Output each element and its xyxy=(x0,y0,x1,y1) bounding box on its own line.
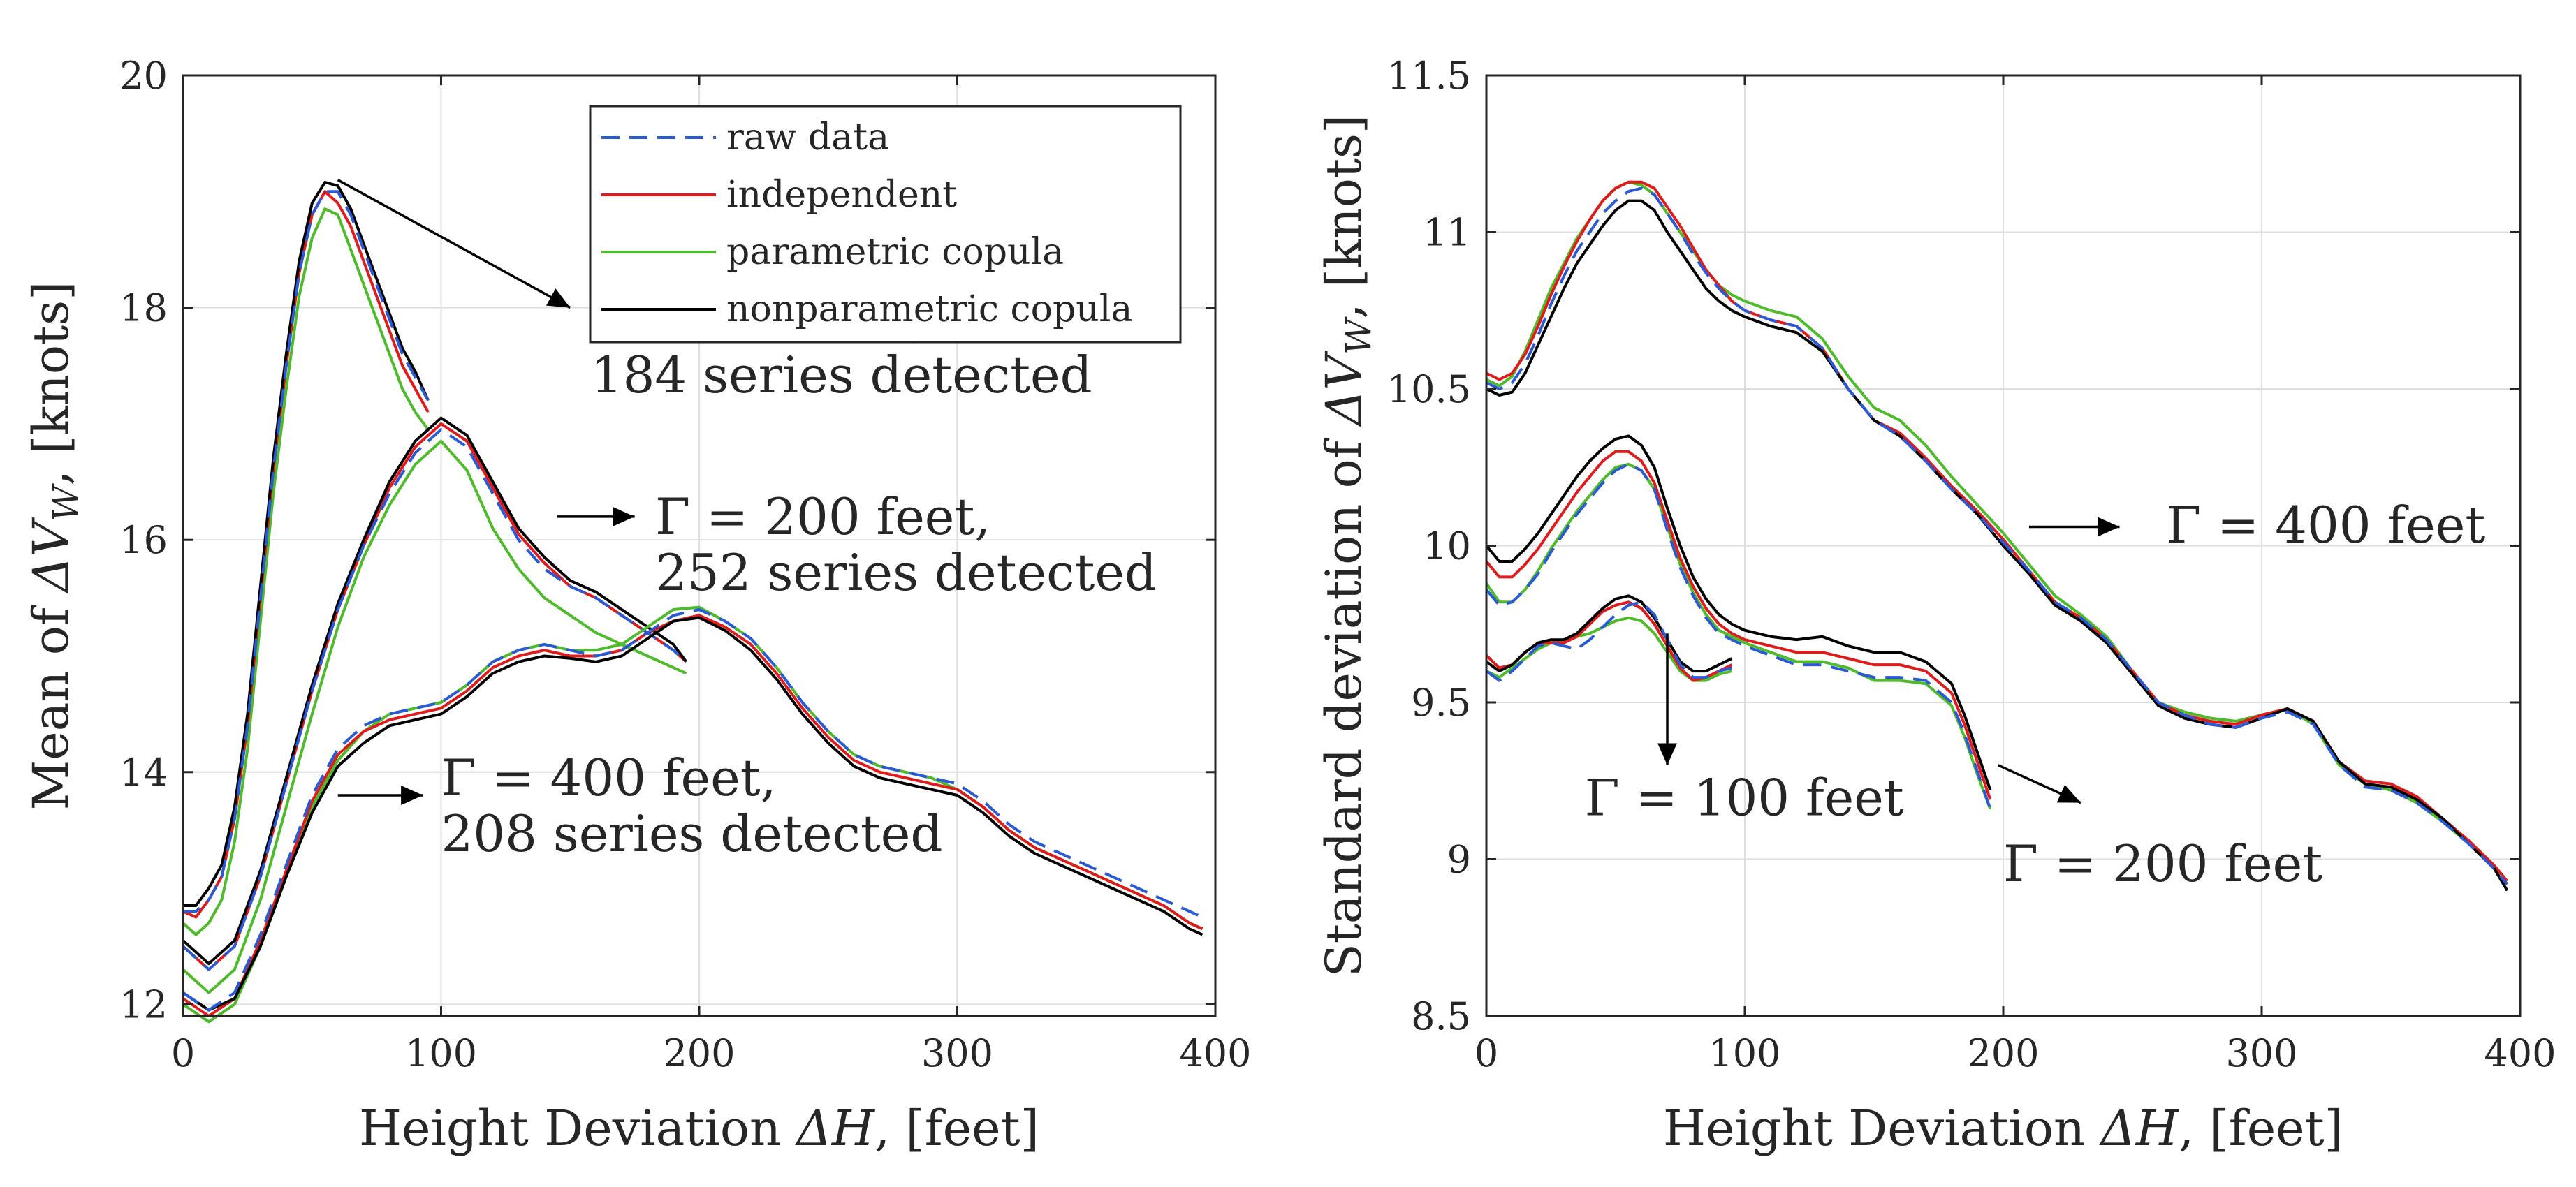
y-axis-title-unit: , [knots] xyxy=(22,281,80,486)
series-line-nonparametric xyxy=(182,416,688,966)
x-tick-label: 200 xyxy=(1967,1031,2039,1075)
y-tick-label: 9.5 xyxy=(1411,681,1471,725)
series-line-raw xyxy=(1485,600,1732,682)
series-group xyxy=(1485,594,1733,682)
legend-box xyxy=(589,105,1182,344)
annotation-label: Γ = 200 feet xyxy=(2003,834,2322,893)
series-line-nonparametric xyxy=(1485,434,1992,791)
annotation-label: 184 series detected xyxy=(591,346,1092,404)
x-axis-title-unit: , [feet] xyxy=(2179,1100,2343,1157)
y-tick-label: 20 xyxy=(119,54,168,98)
legend: raw data independent parametric copula nonp… xyxy=(589,105,1182,344)
x-axis-title: Height Deviation ΔH, [feet] xyxy=(1663,1100,2343,1157)
series-line-independent xyxy=(182,614,1203,1017)
y-axis-title-math: ΔV xyxy=(22,517,80,594)
y-tick-label: 16 xyxy=(119,518,168,562)
legend-label: parametric copula xyxy=(726,231,1064,273)
y-axis-title-unit: , [knots] xyxy=(1315,115,1373,319)
annotation-label: 208 series detected xyxy=(441,804,943,863)
x-tick-label: 300 xyxy=(921,1031,993,1075)
series-line-nonparametric xyxy=(182,616,1203,1012)
series-line-nonparametric xyxy=(1486,199,2509,892)
annotation: Γ = 100 feet xyxy=(1585,633,1904,827)
annotation: Γ = 200 feet,252 series detected xyxy=(557,487,1157,602)
annotation-arrow xyxy=(1997,764,2081,804)
series-group xyxy=(182,605,1203,1024)
x-tick-label: 0 xyxy=(1474,1031,1498,1075)
x-axis-title-text: Height Deviation xyxy=(1663,1100,2100,1157)
y-tick-label: 11.5 xyxy=(1387,54,1471,98)
y-tick-label: 11 xyxy=(1423,211,1471,255)
series-line-raw xyxy=(1485,462,1992,810)
annotation-label: Γ = 400 feet, xyxy=(441,749,777,807)
annotation: Γ = 400 feet,208 series detected xyxy=(337,749,943,863)
x-tick-label: 400 xyxy=(1179,1031,1251,1075)
legend-label: nonparametric copula xyxy=(726,288,1132,330)
y-axis-title-subscript: W xyxy=(45,483,86,522)
series-line-raw xyxy=(182,428,687,971)
series-group xyxy=(182,416,688,994)
x-axis-title-math: ΔH xyxy=(2098,1100,2180,1157)
x-axis-title: Height Deviation ΔH, [feet] xyxy=(359,1100,1039,1157)
x-tick-label: 100 xyxy=(1708,1031,1780,1075)
series-line-raw xyxy=(1486,186,2509,885)
y-tick-label: 12 xyxy=(119,982,168,1026)
y-tick-label: 14 xyxy=(119,751,168,795)
x-axis-title-text: Height Deviation xyxy=(359,1100,796,1157)
annotation-label: Γ = 200 feet, xyxy=(655,487,990,546)
y-axis-title: Mean of ΔVW, [knots] xyxy=(22,281,86,811)
annotation-label: 252 series detected xyxy=(655,543,1157,602)
x-tick-label: 100 xyxy=(405,1031,477,1075)
y-axis-title-text: Mean of xyxy=(22,592,80,810)
series-line-nonparametric xyxy=(183,181,430,907)
series-line-raw xyxy=(182,608,1203,1012)
series-group xyxy=(182,181,430,936)
series-line-raw xyxy=(183,190,430,913)
panel-2: 0 100 200 300 400 8.5 9 9.5 10 10.5 11 11.5 Height D… xyxy=(1315,54,2556,1157)
series-group xyxy=(1486,180,2509,892)
x-tick-label: 400 xyxy=(2484,1031,2556,1075)
y-tick-label: 9 xyxy=(1447,838,1471,882)
annotation-arrow xyxy=(337,179,571,309)
x-tick-label: 200 xyxy=(663,1031,735,1075)
annotation-label: Γ = 400 feet xyxy=(2166,496,2485,554)
annotation: Γ = 400 feet xyxy=(2029,496,2485,554)
annotation: Γ = 200 feet xyxy=(1997,764,2322,893)
y-axis-title-math: ΔV xyxy=(1315,351,1373,428)
y-tick-label: 8.5 xyxy=(1411,994,1471,1038)
y-tick-label: 10.5 xyxy=(1387,367,1471,411)
x-tick-label: 0 xyxy=(171,1031,195,1075)
series-line-nonparametric xyxy=(1485,594,1733,673)
y-axis-title-text: Standard deviation of xyxy=(1315,425,1373,977)
x-axis-title-unit: , [feet] xyxy=(874,1100,1039,1157)
y-axis-title: Standard deviation of ΔVW, [knots] xyxy=(1315,115,1379,978)
panel-1: 0 100 200 300 400 12 14 16 18 20 Height Deviation … xyxy=(22,54,1252,1157)
series-line-independent xyxy=(1485,450,1992,800)
annotation-label: Γ = 100 feet xyxy=(1585,769,1904,827)
x-tick-label: 300 xyxy=(2225,1031,2297,1075)
series-line-parametric xyxy=(182,439,687,994)
series-line-parametric xyxy=(182,207,430,936)
x-axis-title-math: ΔH xyxy=(794,1100,876,1157)
y-tick-label: 18 xyxy=(119,286,168,330)
y-axis-title-subscript: W xyxy=(1338,316,1379,355)
legend-label: raw data xyxy=(726,117,889,158)
y-tick-label: 10 xyxy=(1423,524,1471,568)
legend-label: independent xyxy=(726,174,957,216)
series-group xyxy=(1485,434,1992,810)
